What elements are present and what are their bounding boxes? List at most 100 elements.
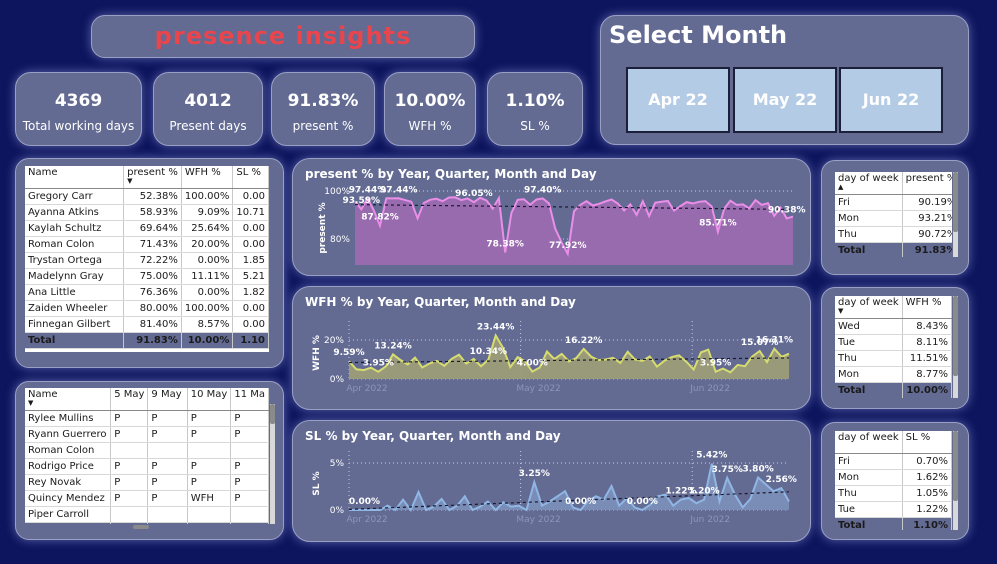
cell-present: 72.22% [123, 252, 182, 269]
table-row[interactable]: Wed 8.43% [835, 318, 952, 335]
table-row[interactable]: Finnegan Gilbert 81.40% 8.57% 0.00 [25, 316, 269, 333]
cell-status [110, 506, 149, 523]
cell-day: Tue [835, 334, 903, 351]
month-option-may[interactable]: May 22 [733, 67, 837, 133]
present-chart[interactable]: 100% 80%present % 93.59%97.44% 87.82% 97.44%… [293, 159, 812, 277]
vertical-scrollbar[interactable] [270, 404, 275, 524]
cell-status: P [110, 490, 149, 507]
column-header-label: present % [127, 167, 178, 178]
table-row[interactable]: Fri 0.70% [835, 453, 952, 470]
table-row[interactable]: Ayanna Atkins 58.93% 9.09% 10.71 [25, 204, 269, 221]
page-title: presence insights [154, 22, 412, 50]
table-row[interactable]: Roman Colon 71.43% 20.00% 0.00 [25, 236, 269, 253]
column-header-value[interactable]: WFH % [902, 296, 952, 319]
employee-table[interactable]: Name present % ▼ WFH % SL % Gregory Carr 5… [25, 166, 269, 352]
month-option-jun[interactable]: Jun 22 [839, 67, 943, 133]
cell-day: Fri [835, 194, 903, 211]
scrollbar-thumb[interactable] [270, 404, 275, 424]
cell-total: HLWP [147, 522, 188, 524]
column-header-date[interactable]: 9 May [147, 388, 188, 411]
x-tick-label: May 2022 [516, 384, 560, 394]
table-row[interactable]: Rylee Mullins P P P P [25, 410, 269, 427]
column-header-present[interactable]: present % ▼ [123, 166, 182, 189]
table-row[interactable]: Ana Little 76.36% 0.00% 1.82 [25, 284, 269, 301]
table-row[interactable]: Thu 11.51% [835, 350, 952, 367]
column-header-value[interactable]: SL % [902, 431, 952, 454]
cell-value: 90.19% [902, 194, 952, 211]
scrollbar-thumb[interactable] [953, 431, 958, 501]
cell-sl: 0.00 [232, 220, 269, 237]
cell-status [187, 442, 232, 459]
table-row[interactable]: Kaylah Schultz 69.64% 25.64% 0.00 [25, 220, 269, 237]
cell-name: Rey Novak [25, 474, 112, 491]
sl-chart[interactable]: 5% 0%Apr 2022 May 2022 Jun 2022 SL % 0.00% 3.2… [293, 421, 812, 543]
column-header-sl[interactable]: SL % [232, 166, 269, 189]
column-header-day[interactable]: day of week ▲ [835, 172, 903, 195]
cell-name: Gregory Carr [25, 188, 125, 205]
y-axis-label: SL % [312, 471, 322, 495]
y-tick-label: 100% [324, 187, 350, 197]
title-card: presence insights [91, 15, 475, 58]
table-row[interactable]: Mon 1.62% [835, 469, 952, 486]
column-header-value[interactable]: present % [902, 172, 952, 195]
chart-title: present % by Year, Quarter, Month and Da… [305, 167, 597, 181]
table-row[interactable]: Tue 8.11% [835, 334, 952, 351]
scrollbar-thumb[interactable] [953, 296, 958, 376]
table-row[interactable]: Madelynn Gray 75.00% 11.11% 5.21 [25, 268, 269, 285]
column-header-date[interactable]: 5 May [110, 388, 149, 411]
cell-day: Thu [835, 226, 903, 243]
table-row[interactable]: Trystan Ortega 72.22% 0.00% 1.85 [25, 252, 269, 269]
table-row[interactable]: Rodrigo Price P P P P [25, 458, 269, 475]
table-row[interactable]: Piper Carroll [25, 506, 269, 523]
column-header-name[interactable]: Name ▼ [25, 388, 112, 411]
horizontal-scrollbar[interactable] [133, 525, 149, 529]
column-header-wfh[interactable]: WFH % [181, 166, 234, 189]
table-row[interactable]: Ryann Guerrero P P P P [25, 426, 269, 443]
cell-name: Roman Colon [25, 442, 112, 459]
cell-total-value: 10.00% [902, 382, 952, 398]
cell-total: HSL [230, 522, 269, 524]
column-header-name[interactable]: Name [25, 166, 125, 189]
data-label: 3.95% [363, 359, 394, 369]
column-header-date[interactable]: 10 May [187, 388, 232, 411]
data-label: 3.75% [712, 465, 743, 475]
cell-wfh: 0.00% [181, 284, 234, 301]
kpi-label: SL % [520, 119, 550, 133]
sl-chart-card: SL % by Year, Quarter, Month and Day 5% 0… [292, 420, 811, 542]
data-label: 85.71% [699, 219, 737, 229]
series-line [348, 333, 790, 374]
vertical-scrollbar[interactable] [953, 296, 958, 398]
table-row[interactable]: Zaiden Wheeler 80.00% 100.00% 0.00 [25, 300, 269, 317]
column-header-day[interactable]: day of week [835, 431, 903, 454]
data-label: 3.25% [519, 469, 550, 479]
column-header-date[interactable]: 11 Ma [230, 388, 269, 411]
attendance-table[interactable]: Name ▼ 5 May 9 May 10 May 11 Ma Rylee Mul… [25, 388, 269, 524]
employee-table-card: Name present % ▼ WFH % SL % Gregory Carr 5… [15, 158, 284, 368]
table-row[interactable]: Mon 8.77% [835, 366, 952, 383]
table-row[interactable]: Roman Colon [25, 442, 269, 459]
table-row[interactable]: Quincy Mendez P P WFH P [25, 490, 269, 507]
table-row[interactable]: Tue 1.22% [835, 501, 952, 518]
table-row[interactable]: Rey Novak P P P P [25, 474, 269, 491]
data-label: 1.20% [688, 487, 719, 497]
kpi-value: 4012 [184, 91, 232, 111]
dow-wfh-card: day of week ▼ WFH % Wed 8.43% Tue 8.11% Thu… [821, 287, 969, 409]
month-option-apr[interactable]: Apr 22 [626, 67, 730, 133]
dow-sl-table[interactable]: day of week SL % Fri 0.70% Mon 1.62% Thu 1.… [835, 431, 952, 530]
cell-day: Mon [835, 469, 903, 486]
data-label: 0.00% [565, 497, 596, 507]
scrollbar-thumb[interactable] [953, 172, 958, 232]
cell-value: 11.51% [902, 350, 952, 367]
table-row[interactable]: Gregory Carr 52.38% 100.00% 0.00 [25, 188, 269, 205]
dow-wfh-table[interactable]: day of week ▼ WFH % Wed 8.43% Tue 8.11% Thu… [835, 296, 952, 398]
table-row[interactable]: Thu 1.05% [835, 485, 952, 502]
vertical-scrollbar[interactable] [953, 431, 958, 530]
vertical-scrollbar[interactable] [953, 172, 958, 257]
column-header-day[interactable]: day of week ▼ [835, 296, 903, 319]
series-line [349, 463, 790, 512]
